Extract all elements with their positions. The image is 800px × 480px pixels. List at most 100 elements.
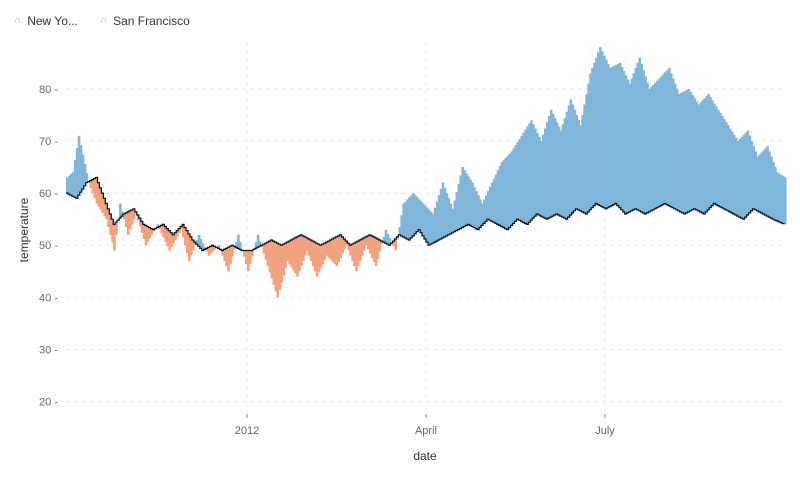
diff-bar	[599, 47, 602, 206]
diff-bar	[488, 186, 492, 221]
diff-bar	[180, 226, 183, 230]
diff-bar	[768, 151, 771, 218]
diff-bar	[654, 82, 657, 209]
diff-bar	[508, 153, 512, 228]
x-axis: 2012 April July	[235, 414, 615, 437]
diff-bar	[616, 63, 620, 206]
diff-bar	[85, 173, 89, 183]
diff-bar	[67, 175, 71, 195]
diff-bar	[111, 219, 114, 243]
diff-bar	[723, 119, 726, 209]
diff-bar	[443, 187, 447, 237]
legend: ∩ New Yo... ∩ San Francisco	[14, 14, 190, 28]
diff-bar	[748, 135, 752, 213]
diff-bar	[81, 154, 85, 189]
diff-bar	[610, 67, 614, 206]
diff-bar	[130, 209, 134, 225]
diff-bar	[585, 94, 588, 214]
diff-bar	[721, 116, 724, 208]
diff-bar	[262, 244, 266, 254]
diff-bar	[473, 186, 476, 228]
diff-bar	[309, 240, 313, 261]
diff-bar	[71, 172, 75, 197]
diff-bar	[292, 238, 295, 271]
diff-bar	[465, 173, 468, 226]
diff-bar	[559, 130, 563, 217]
diff-bar	[774, 167, 777, 221]
diff-bar	[182, 224, 185, 238]
y-tick-label: 60 -	[39, 188, 58, 200]
diff-bar	[518, 138, 522, 221]
legend-label-san-francisco: San Francisco	[113, 14, 190, 28]
diff-bar	[337, 235, 341, 262]
diff-bar	[705, 96, 708, 212]
diff-bar	[101, 193, 104, 213]
diff-bar	[105, 203, 108, 220]
diff-bar	[762, 150, 765, 214]
diff-bar	[178, 228, 181, 234]
diff-bar	[321, 244, 325, 264]
diff-bar	[620, 67, 624, 210]
diff-bar	[567, 105, 571, 218]
series-areas	[66, 47, 787, 298]
diff-bar	[286, 242, 289, 261]
diff-bar	[422, 203, 425, 236]
diff-bar	[524, 129, 527, 224]
diff-bar	[435, 201, 439, 242]
diff-bar	[538, 136, 541, 216]
diff-bar	[447, 198, 451, 235]
diff-bar	[687, 88, 691, 212]
diff-bar	[418, 199, 421, 230]
diff-bar	[408, 197, 411, 241]
diff-bar	[327, 241, 331, 258]
diff-bar	[351, 244, 354, 261]
diff-bar	[121, 211, 124, 217]
diff-bar	[730, 131, 734, 213]
legend-item-new-york[interactable]: ∩ New Yo...	[14, 14, 78, 28]
diff-bar	[123, 213, 126, 220]
diff-bar	[675, 88, 679, 210]
diff-bar	[400, 215, 403, 236]
diff-bar	[113, 224, 116, 251]
diff-bar	[160, 225, 163, 234]
diff-bar	[97, 182, 101, 207]
diff-bar	[583, 104, 586, 213]
diff-bar	[217, 245, 221, 249]
diff-bar	[357, 241, 360, 267]
diff-bar	[701, 100, 704, 213]
diff-bar	[646, 82, 649, 213]
diff-bar	[366, 235, 370, 250]
diff-bar	[506, 155, 510, 230]
diff-bar	[697, 104, 701, 211]
diff-bar	[540, 141, 543, 217]
diff-bar	[632, 73, 636, 210]
diff-bar	[429, 211, 433, 245]
diff-bar	[272, 241, 276, 285]
diff-bar	[717, 109, 720, 206]
diff-bar	[392, 241, 396, 247]
diff-bar	[512, 148, 516, 224]
diff-bar	[152, 229, 156, 232]
diff-bar	[667, 68, 671, 206]
diff-bar	[648, 88, 651, 212]
legend-item-san-francisco[interactable]: ∩ San Francisco	[100, 14, 190, 28]
diff-bar	[707, 94, 710, 210]
diff-bar	[227, 247, 230, 272]
diff-bar	[138, 218, 142, 227]
diff-bar	[736, 141, 740, 217]
diff-bar	[528, 123, 531, 223]
diff-bar	[284, 243, 287, 269]
diff-bar	[711, 100, 714, 206]
diff-bar	[451, 208, 455, 233]
diff-bar	[642, 70, 645, 213]
diff-bar	[347, 243, 350, 251]
diff-bar	[404, 201, 407, 238]
diff-bar	[290, 240, 293, 268]
diff-bar	[231, 245, 234, 257]
diff-bar	[148, 227, 152, 239]
diff-bar	[128, 210, 132, 230]
diff-bar	[671, 78, 675, 208]
diff-bar	[193, 242, 197, 246]
diff-bar	[168, 230, 171, 251]
diff-bar	[256, 234, 260, 248]
